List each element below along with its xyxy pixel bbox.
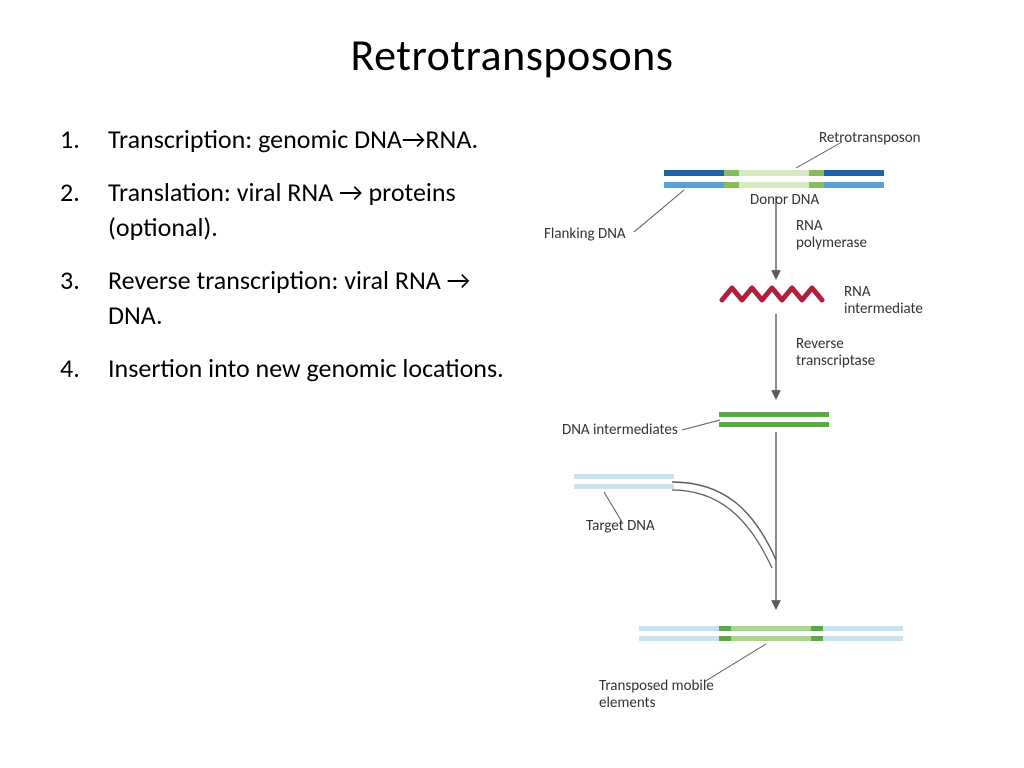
label-target-dna: Target DNA bbox=[586, 518, 655, 535]
steps-list: Transcription: genomic DNA→RNA. Translat… bbox=[60, 122, 520, 387]
step-item: Translation: viral RNA → proteins (optio… bbox=[60, 175, 520, 245]
label-rna-intermediate: RNA intermediate bbox=[844, 284, 944, 319]
step-item: Reverse transcription: viral RNA → DNA. bbox=[60, 263, 520, 333]
label-retrotransposon: Retrotransposon bbox=[819, 130, 921, 147]
dna-intermediates-icon bbox=[719, 412, 829, 427]
steps-column: Transcription: genomic DNA→RNA. Translat… bbox=[40, 122, 520, 405]
step-item: Insertion into new genomic locations. bbox=[60, 351, 520, 386]
rna-intermediate-icon bbox=[722, 288, 822, 300]
diagram-panel: Retrotransposon Donor DNA Flanking DNA R… bbox=[544, 130, 974, 730]
label-flanking-dna: Flanking DNA bbox=[544, 226, 626, 243]
transposed-dna-icon bbox=[639, 626, 903, 641]
label-reverse-transcriptase: Reverse transcriptase bbox=[796, 336, 896, 371]
target-dna-icon bbox=[574, 474, 674, 489]
page-title: Retrotransposons bbox=[0, 0, 1024, 82]
step-item: Transcription: genomic DNA→RNA. bbox=[60, 122, 520, 157]
label-transposed: Transposed mobile elements bbox=[599, 678, 719, 713]
donor-dna-icon bbox=[664, 170, 884, 188]
label-rna-polymerase: RNA polymerase bbox=[796, 218, 886, 253]
label-donor-dna: Donor DNA bbox=[750, 192, 819, 209]
label-dna-intermediates: DNA intermediates bbox=[562, 422, 678, 439]
